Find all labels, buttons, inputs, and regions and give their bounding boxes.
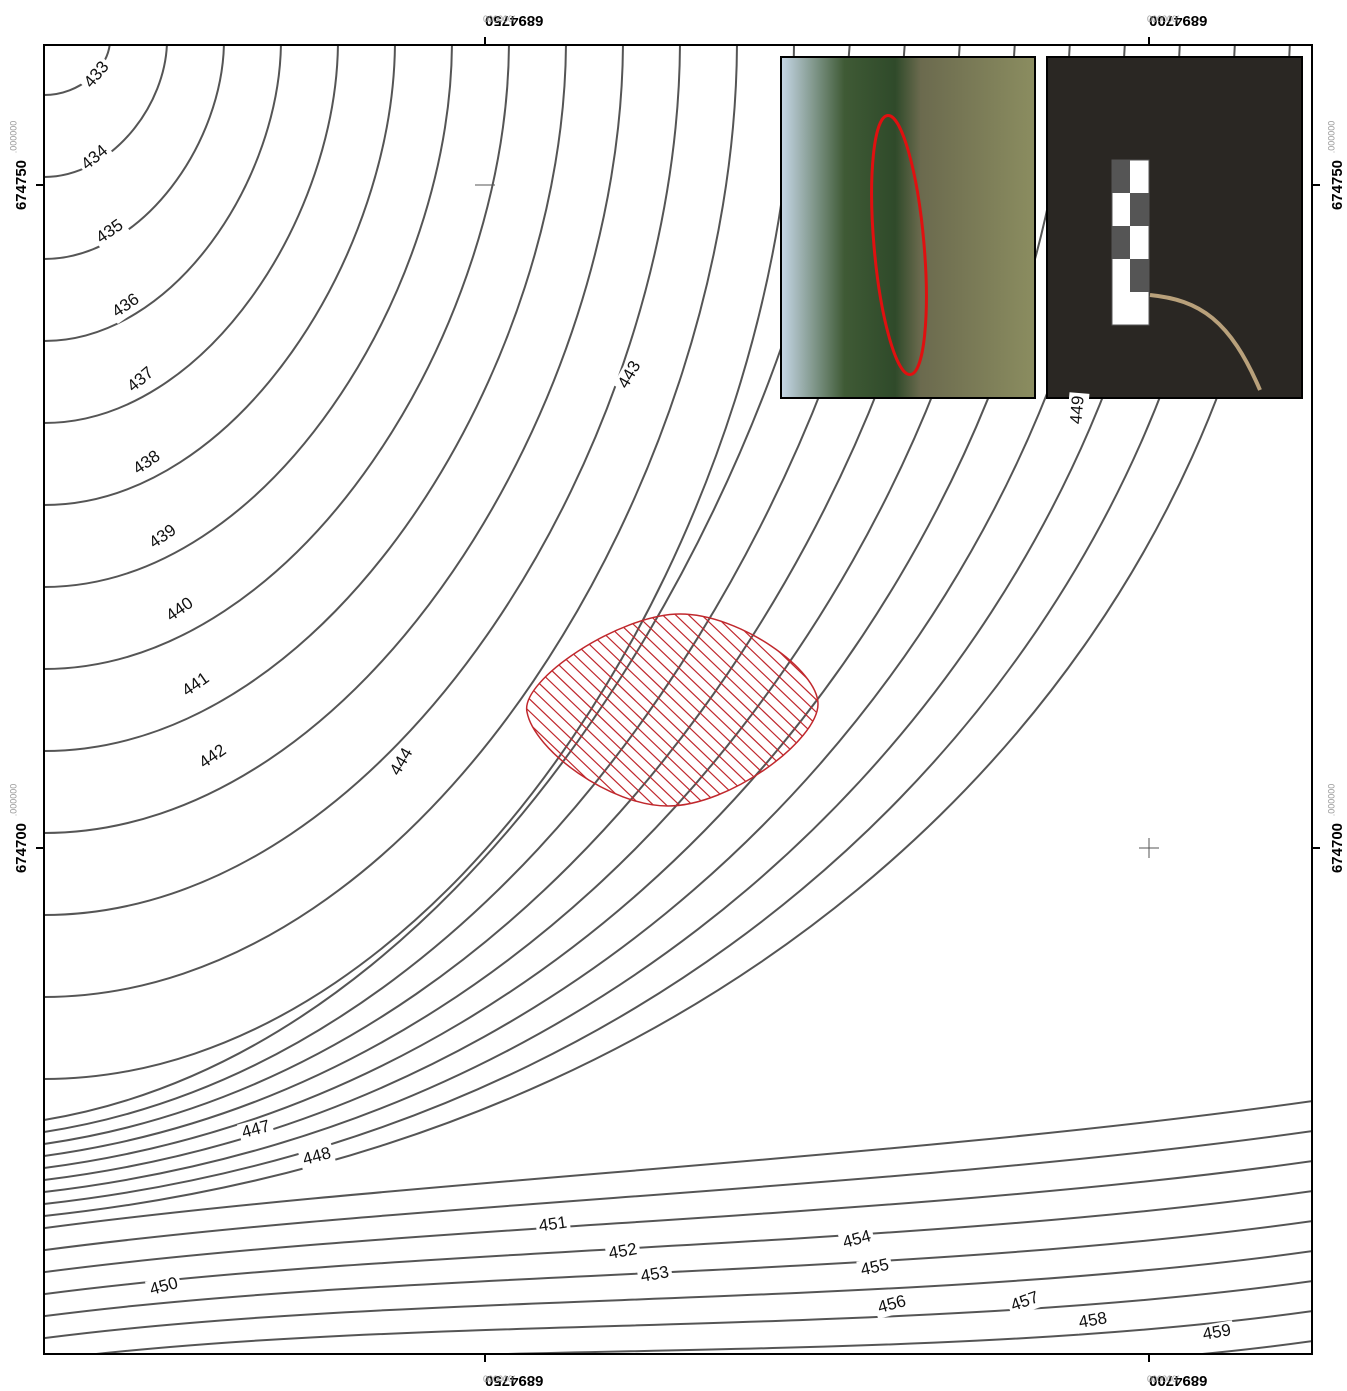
scale-bar-segment [1112,226,1130,259]
site-area [400,600,1124,820]
contour [44,40,338,423]
hatch-line [790,600,1020,820]
coord-decimals: .000000 [8,121,18,154]
hatch-line [569,600,799,820]
hatch-line [647,600,877,820]
hatch-line [426,600,656,820]
hatch-line [842,600,1072,820]
scale-bar-segment [1112,160,1130,193]
photo-frame [1047,57,1302,398]
contour [30,1250,1320,1340]
coord-decimals: .000000 [483,1374,516,1384]
hatch-line [491,600,721,820]
hatch-line [803,600,1033,820]
contour [44,40,905,1132]
coord-decimals: .000000 [1326,121,1336,154]
coord-decimals: .000000 [1147,1374,1180,1384]
contour [44,40,452,587]
hatching [400,600,1124,820]
contour [44,40,509,669]
hatch-line [582,600,812,820]
contour [30,1130,1320,1252]
hatch-line [543,600,773,820]
coord-label: 674700 [1329,823,1346,873]
hatch-line [868,600,1098,820]
coord-decimals: .000000 [483,14,516,24]
scale-bar-segment [1130,193,1149,226]
contour [44,40,623,833]
scale-bar-segment [1130,259,1149,292]
contour [30,1100,1320,1230]
coord-decimals: .000000 [8,784,18,817]
coord-label: 674750 [13,160,30,210]
hatch-line [686,600,916,820]
contour-label: 448 [301,1143,333,1169]
photo-soil [1047,57,1302,398]
hatch-line [777,600,1007,820]
hatch-line [673,600,903,820]
contour-label: 451 [537,1213,568,1236]
photo-landscape [781,57,1035,398]
page: 6894750.0000006894750.0000006894700.0000… [0,0,1347,1391]
contour-label: 449 [1066,395,1087,425]
contour-label: 447 [240,1116,272,1142]
map: 6894750.0000006894750.0000006894700.0000… [0,0,1347,1391]
contour [30,1160,1320,1274]
contour [30,1340,1320,1391]
contour [30,1220,1320,1318]
contour [44,40,395,505]
coord-label: 674700 [13,823,30,873]
hatch-line [881,600,1111,820]
hatch-line [699,600,929,820]
coord-decimals: .000000 [1326,784,1336,817]
contour-label: 456 [876,1291,908,1317]
contour-label: 454 [841,1226,873,1252]
hatch-line [738,600,968,820]
contour [44,40,566,751]
hatch-line [855,600,1085,820]
hatch-line [465,600,695,820]
hatch-line [413,600,643,820]
coord-label: 674750 [1329,160,1346,210]
contour [44,40,224,259]
hatch-line [894,600,1124,820]
contour [44,40,737,997]
hatch-line [517,600,747,820]
hatch-line [595,600,825,820]
hatch-line [504,600,734,820]
hatch-line [439,600,669,820]
photo-frame [781,57,1035,398]
hatch-line [400,600,630,820]
contour-label: 450 [148,1273,180,1299]
hatch-line [816,600,1046,820]
coord-decimals: .000000 [1147,14,1180,24]
